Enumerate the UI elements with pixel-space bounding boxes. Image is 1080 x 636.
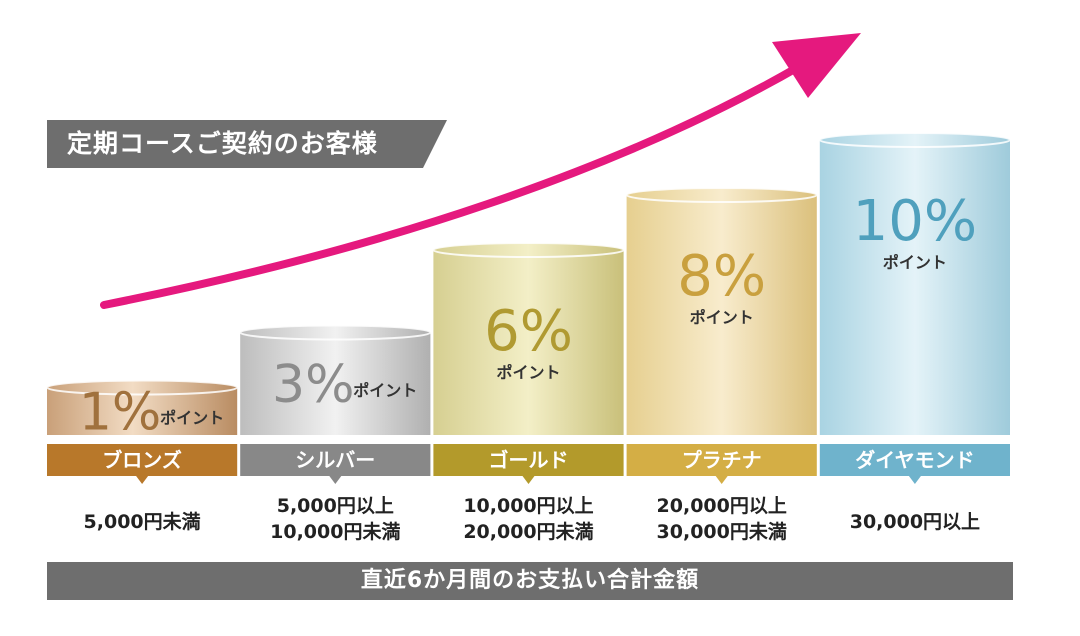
bar-diamond xyxy=(819,140,1010,435)
category-tab-gold xyxy=(433,444,624,476)
value-label-gold: 6% xyxy=(484,299,573,364)
unit-label-bronze: ポイント xyxy=(160,408,224,427)
bar-top-silver xyxy=(239,324,432,341)
bar-top-bronze xyxy=(46,379,239,396)
category-label-gold: ゴールド xyxy=(489,448,569,472)
category-tab-pointer-platinum xyxy=(715,476,728,484)
value-label-silver: 3% xyxy=(272,355,355,415)
bar-silver xyxy=(240,332,431,435)
bar-top-platinum xyxy=(625,187,818,203)
category-label-silver: シルバー xyxy=(295,448,375,472)
category-label-platinum: プラチナ xyxy=(682,448,762,472)
category-tab-pointer-silver xyxy=(329,476,342,484)
range-label-diamond-1: 30,000円以上 xyxy=(850,511,980,533)
bar-gold xyxy=(433,250,624,435)
footer-bar: 直近6か月間のお支払い合計金額 xyxy=(47,562,1013,600)
unit-label-diamond: ポイント xyxy=(883,253,947,272)
category-tab-pointer-bronze xyxy=(136,476,149,484)
trend-arrow-shaft xyxy=(100,62,804,309)
range-label-bronze-1: 5,000円未満 xyxy=(84,510,201,533)
category-tab-diamond xyxy=(819,444,1010,476)
category-label-diamond: ダイヤモンド xyxy=(855,448,974,472)
category-tab-silver xyxy=(240,444,431,476)
bar-top-diamond xyxy=(818,132,1012,148)
bar-top-gold xyxy=(432,242,625,258)
value-label-platinum: 8% xyxy=(677,244,766,309)
category-tab-pointer-gold xyxy=(522,476,535,484)
bar-platinum xyxy=(626,195,817,435)
unit-label-platinum: ポイント xyxy=(690,308,754,327)
range-label-platinum-1: 20,000円以上 xyxy=(657,495,787,517)
range-label-platinum-2: 30,000円未満 xyxy=(657,520,787,543)
range-label-gold-2: 20,000円未満 xyxy=(463,520,593,543)
unit-label-silver: ポイント xyxy=(353,381,417,400)
category-tab-bronze xyxy=(47,444,238,476)
category-tab-pointer-diamond xyxy=(908,476,921,484)
category-label-bronze: ブロンズ xyxy=(102,448,182,472)
trend-arrow-head xyxy=(772,33,861,98)
range-label-silver-1: 5,000円以上 xyxy=(277,495,394,517)
category-tab-platinum xyxy=(626,444,817,476)
value-label-bronze: 1% xyxy=(79,382,162,442)
value-label-diamond: 10% xyxy=(853,189,977,254)
range-label-gold-1: 10,000円以上 xyxy=(463,495,593,517)
chart-title-banner: 定期コースご契約のお客様 xyxy=(47,120,447,168)
unit-label-gold: ポイント xyxy=(496,363,560,382)
range-label-silver-2: 10,000円未満 xyxy=(270,520,400,543)
